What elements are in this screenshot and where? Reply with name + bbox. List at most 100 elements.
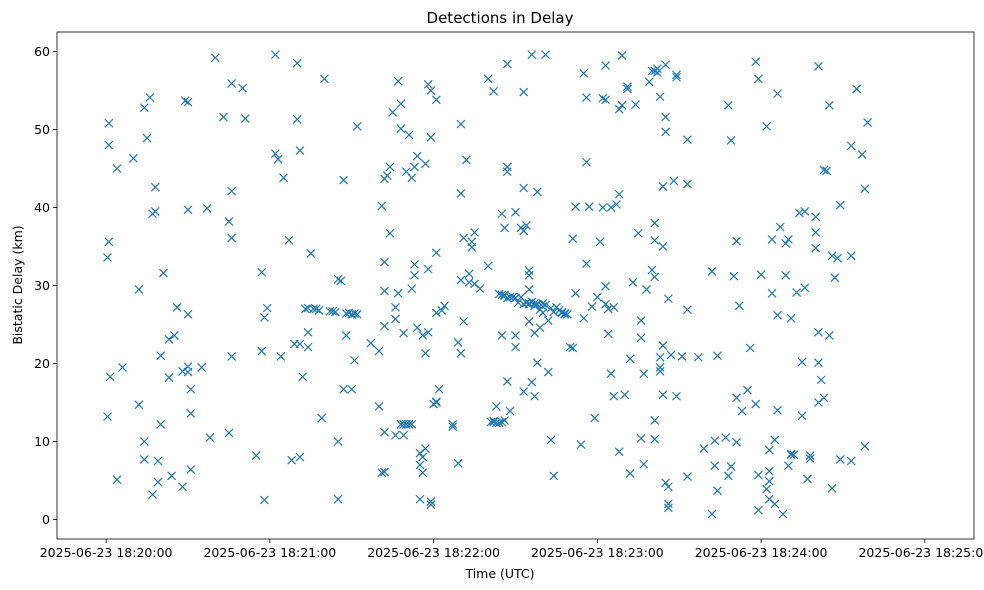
data-point (341, 330, 351, 340)
data-point (549, 471, 559, 481)
data-point (350, 355, 359, 365)
data-point (519, 87, 529, 97)
data-point (210, 53, 220, 63)
data-point (726, 135, 736, 145)
data-point (538, 308, 548, 318)
data-point (118, 362, 127, 372)
data-point (426, 497, 436, 506)
data-point (707, 509, 717, 519)
data-point (437, 306, 447, 315)
data-point (328, 306, 338, 316)
data-point (655, 362, 665, 372)
data-point (745, 343, 755, 353)
data-point (467, 242, 477, 252)
data-point (448, 422, 458, 432)
data-point (805, 454, 815, 464)
data-point (579, 313, 589, 323)
data-point (683, 305, 692, 315)
data-point (601, 299, 610, 309)
data-point (751, 57, 761, 67)
data-point (421, 444, 430, 453)
data-point (380, 467, 389, 477)
data-point (339, 175, 348, 185)
data-point (753, 470, 763, 480)
data-point (524, 316, 534, 326)
data-point (565, 342, 575, 352)
data-point (811, 228, 821, 237)
data-point (721, 433, 731, 443)
data-point (800, 283, 810, 293)
data-point (781, 270, 791, 280)
data-point (219, 112, 228, 122)
data-point (431, 308, 441, 318)
data-point (560, 309, 570, 319)
data-point (259, 495, 269, 505)
data-point (251, 451, 261, 460)
data-point (620, 390, 630, 400)
y-axis-label: Bistatic Delay (km) (10, 225, 25, 344)
data-point (464, 277, 474, 287)
data-point (139, 103, 149, 113)
data-point (824, 330, 834, 340)
data-point (112, 475, 122, 485)
data-point (655, 352, 665, 362)
data-point (150, 206, 160, 216)
data-point (412, 323, 422, 333)
data-point (295, 339, 305, 349)
data-point (775, 222, 785, 232)
data-point (707, 267, 717, 276)
data-point (650, 416, 660, 425)
data-point (860, 441, 870, 451)
data-point (399, 328, 409, 338)
data-point (104, 118, 114, 128)
data-point (726, 462, 736, 471)
data-point (753, 505, 763, 515)
data-point (519, 226, 529, 236)
data-point (238, 83, 248, 93)
data-point (497, 330, 507, 340)
data-point (655, 92, 665, 102)
data-point (778, 509, 788, 519)
data-point (582, 259, 591, 269)
data-point (410, 260, 419, 269)
data-point (614, 104, 624, 114)
data-point (303, 327, 313, 337)
data-point (835, 455, 845, 464)
data-point (103, 412, 112, 421)
data-point (541, 50, 550, 60)
data-point (652, 68, 662, 77)
data-point (112, 164, 122, 173)
y-tick-label: 60 (34, 44, 50, 59)
data-point (377, 201, 387, 211)
data-point (320, 74, 329, 84)
data-point (423, 327, 433, 337)
data-point (833, 253, 842, 263)
data-point (183, 309, 193, 319)
data-point (186, 465, 196, 475)
data-point (153, 456, 163, 466)
data-point (543, 367, 553, 377)
data-point (511, 342, 520, 352)
data-point (672, 391, 681, 401)
data-point (794, 208, 804, 218)
data-point (448, 419, 458, 429)
data-point (459, 316, 469, 326)
data-point (390, 302, 400, 312)
data-point (227, 352, 237, 361)
data-point (500, 416, 510, 425)
data-point (625, 469, 635, 478)
data-point (846, 456, 856, 466)
data-point (663, 294, 673, 304)
x-tick-label: 2025-06-23 18:22:00 (367, 545, 500, 560)
data-point (104, 140, 114, 150)
data-point (262, 303, 272, 313)
data-point (421, 348, 430, 358)
data-point (385, 228, 395, 238)
data-point (652, 64, 662, 74)
data-point (846, 141, 856, 151)
x-tick-label: 2025-06-23 18:25:00 (858, 545, 984, 560)
data-point (415, 460, 425, 470)
data-point (756, 270, 766, 280)
data-point (396, 99, 406, 109)
data-point (819, 393, 829, 403)
